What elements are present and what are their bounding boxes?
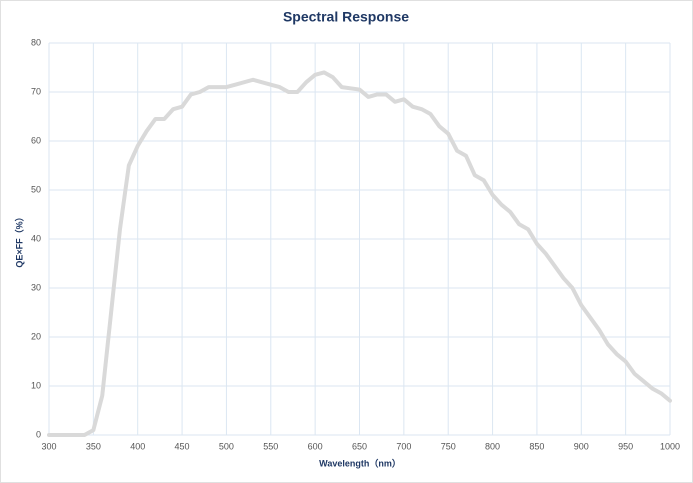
x-tick-label: 700 bbox=[396, 441, 411, 451]
x-tick-label: 450 bbox=[175, 441, 190, 451]
x-tick-label: 750 bbox=[441, 441, 456, 451]
y-tick-label: 0 bbox=[36, 429, 41, 439]
x-tick-label: 500 bbox=[219, 441, 234, 451]
x-tick-label: 550 bbox=[263, 441, 278, 451]
chart-title: Spectral Response bbox=[283, 9, 409, 25]
data-line bbox=[47, 70, 672, 437]
y-tick-label: 80 bbox=[31, 37, 41, 47]
x-tick-label: 1000 bbox=[660, 441, 680, 451]
y-tick-label: 30 bbox=[31, 282, 41, 292]
x-tick-label: 850 bbox=[529, 441, 544, 451]
x-tick-label: 400 bbox=[130, 441, 145, 451]
y-tick-label: 60 bbox=[31, 135, 41, 145]
y-tick-label: 10 bbox=[31, 380, 41, 390]
y-axis-label: QE×FF（%） bbox=[14, 212, 24, 267]
x-tick-label: 600 bbox=[308, 441, 323, 451]
x-tick-label: 350 bbox=[86, 441, 101, 451]
y-tick-label: 50 bbox=[31, 184, 41, 194]
x-tick-label: 800 bbox=[485, 441, 500, 451]
x-axis-label: Wavelength（nm） bbox=[319, 458, 401, 468]
x-tick-label: 300 bbox=[41, 441, 56, 451]
x-tick-label: 950 bbox=[618, 441, 633, 451]
x-tick-label: 650 bbox=[352, 441, 367, 451]
y-tick-label: 40 bbox=[31, 233, 41, 243]
y-tick-label: 20 bbox=[31, 331, 41, 341]
y-tick-label: 70 bbox=[31, 86, 41, 96]
x-tick-label: 900 bbox=[574, 441, 589, 451]
